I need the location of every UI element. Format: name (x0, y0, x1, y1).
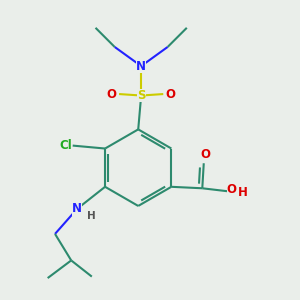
Text: O: O (166, 88, 176, 100)
Text: N: N (136, 60, 146, 73)
Text: Cl: Cl (59, 139, 72, 152)
Text: N: N (72, 202, 82, 215)
Text: H: H (87, 211, 96, 221)
Text: O: O (200, 148, 210, 161)
Text: H: H (238, 186, 248, 199)
Text: S: S (137, 89, 146, 102)
Text: O: O (227, 183, 237, 196)
Text: O: O (107, 88, 117, 100)
